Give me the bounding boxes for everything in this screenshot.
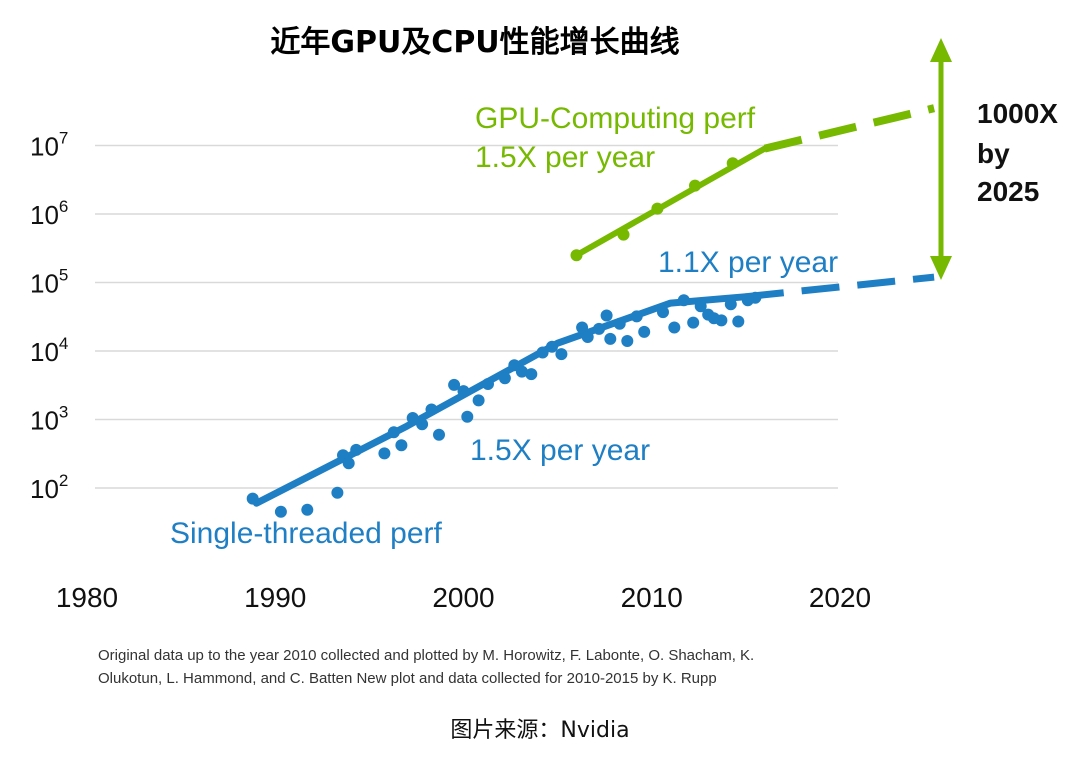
- gpu-data-point-3: [689, 179, 701, 192]
- cpu-data-point-29: [600, 309, 613, 322]
- y-tick-label-2: 104: [30, 334, 68, 367]
- cpu-data-point-39: [694, 300, 707, 313]
- cpu-data-point-34: [638, 325, 651, 338]
- cpu-data-point-16: [461, 410, 474, 423]
- chart-title: 近年GPU及CPU性能增长曲线: [270, 25, 679, 60]
- cpu-data-point-12: [425, 403, 438, 416]
- cpu-data-point-44: [732, 315, 745, 328]
- x-tick-label-0: 1980: [56, 582, 118, 613]
- cpu-data-point-7: [378, 447, 391, 460]
- cpu-data-point-14: [448, 378, 461, 391]
- gpu-series: [570, 104, 936, 262]
- cpu-data-point-24: [546, 340, 558, 353]
- x-tick-label-2: 2000: [432, 582, 494, 613]
- grid-lines: [95, 144, 838, 489]
- cpu-data-point-32: [621, 335, 634, 347]
- gpu-data-point-4: [726, 157, 739, 170]
- x-tick-label-1: 1990: [244, 582, 306, 613]
- x-tick-label-4: 2020: [809, 582, 871, 613]
- cpu-data-point-28: [593, 322, 605, 335]
- image-source: 图片来源：Nvidia: [450, 718, 629, 743]
- y-tick-label-5: 107: [30, 129, 68, 162]
- cpu-data-point-43: [724, 298, 737, 311]
- cpu-recent-growth-rate: 1.1X per year: [658, 246, 838, 279]
- gpu-data-point-1: [617, 228, 630, 241]
- x-axis-ticks: 1980 1990 2000 2010 2020: [56, 582, 871, 613]
- credit-line-1: Original data up to the year 2010 collec…: [98, 647, 754, 664]
- y-tick-label-0: 102: [30, 471, 68, 504]
- cpu-data-point-46: [749, 291, 762, 304]
- cpu-data-point-0: [246, 492, 259, 505]
- gap-label-line2: by: [977, 138, 1010, 169]
- cpu-data-point-26: [576, 321, 589, 334]
- cpu-series: [246, 273, 935, 518]
- cpu-data-point-37: [677, 294, 690, 307]
- cpu-data-point-36: [668, 321, 681, 334]
- cpu-data-point-8: [387, 426, 400, 439]
- gpu-data-point-2: [651, 202, 664, 215]
- cpu-projection-line: [745, 273, 935, 301]
- cpu-data-point-33: [630, 310, 643, 323]
- cpu-data-point-23: [536, 346, 549, 359]
- cpu-series-label: Single-threaded perf: [170, 517, 443, 550]
- cpu-data-point-42: [715, 314, 728, 327]
- gap-label-line1: 1000X: [977, 98, 1058, 129]
- cpu-data-point-19: [498, 372, 511, 385]
- cpu-data-point-22: [525, 368, 538, 381]
- cpu-data-point-35: [657, 306, 669, 319]
- cpu-data-point-13: [433, 428, 445, 441]
- cpu-data-point-31: [613, 317, 626, 330]
- cpu-data-point-3: [331, 486, 344, 499]
- cpu-data-point-10: [406, 412, 419, 424]
- y-tick-label-3: 105: [30, 266, 68, 299]
- gap-label-line3: 2025: [977, 176, 1039, 207]
- credit-line-2: Olukotun, L. Hammond, and C. Batten New …: [98, 670, 717, 687]
- cpu-data-point-38: [687, 316, 700, 329]
- cpu-data-point-6: [350, 443, 363, 456]
- x-tick-label-3: 2010: [621, 582, 683, 613]
- gap-arrow-head-bottom: [930, 256, 952, 280]
- gpu-series-label: GPU-Computing perf: [475, 102, 756, 135]
- cpu-data-point-5: [342, 457, 355, 470]
- gpu-growth-rate: 1.5X per year: [475, 141, 655, 174]
- y-axis-ticks: 102 103 104 105 106 107: [30, 129, 68, 505]
- gpu-data-point-0: [570, 249, 583, 262]
- gap-arrow-head-top: [930, 38, 952, 62]
- cpu-data-point-15: [457, 385, 470, 398]
- cpu-data-point-17: [472, 394, 485, 407]
- cpu-data-point-30: [604, 332, 617, 345]
- cpu-data-point-18: [482, 378, 494, 390]
- cpu-data-point-25: [555, 348, 568, 361]
- gpu-projection-line: [763, 104, 936, 153]
- cpu-data-point-9: [395, 439, 408, 452]
- gap-arrow: [930, 38, 952, 280]
- cpu-data-point-2: [301, 503, 314, 516]
- cpu-data-point-1: [274, 505, 287, 518]
- cpu-early-growth-rate: 1.5X per year: [470, 434, 650, 467]
- cpu-data-point-27: [581, 331, 594, 343]
- cpu-data-point-21: [515, 365, 528, 378]
- cpu-data-point-11: [416, 418, 429, 431]
- y-tick-label-1: 103: [30, 403, 68, 436]
- y-tick-label-4: 106: [30, 197, 68, 230]
